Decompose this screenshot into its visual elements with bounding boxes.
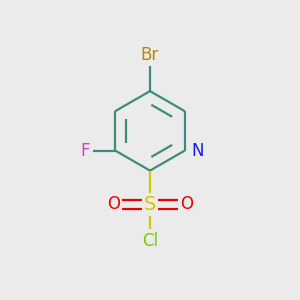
Text: N: N <box>191 142 204 160</box>
Text: O: O <box>107 196 120 214</box>
Text: O: O <box>180 196 193 214</box>
Text: Cl: Cl <box>142 232 158 250</box>
Text: F: F <box>80 142 90 160</box>
Text: Br: Br <box>141 46 159 64</box>
Text: S: S <box>144 195 156 214</box>
